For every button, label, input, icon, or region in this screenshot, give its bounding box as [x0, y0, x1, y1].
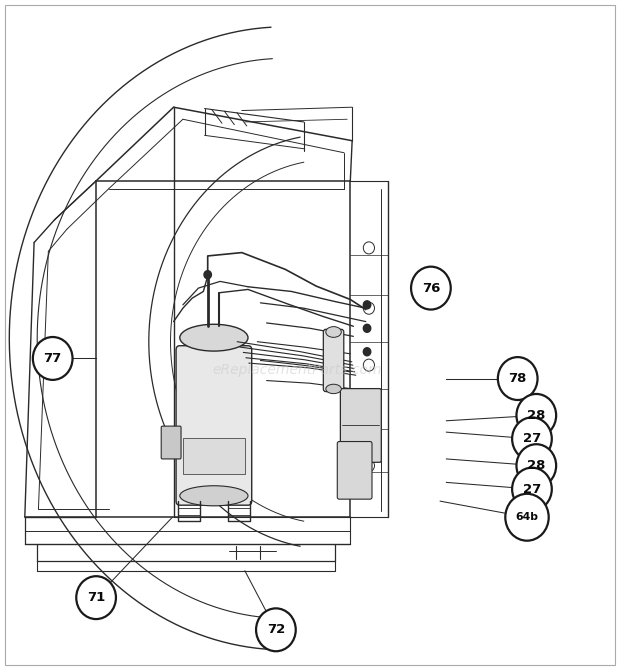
Circle shape	[363, 301, 371, 309]
FancyBboxPatch shape	[337, 442, 372, 499]
Text: 28: 28	[527, 459, 546, 472]
Circle shape	[33, 337, 73, 380]
Ellipse shape	[180, 324, 248, 351]
Text: eReplacementParts.com: eReplacementParts.com	[213, 363, 383, 377]
FancyBboxPatch shape	[176, 346, 252, 505]
Circle shape	[512, 417, 552, 460]
Circle shape	[498, 357, 538, 400]
Circle shape	[204, 391, 211, 399]
Circle shape	[76, 576, 116, 619]
Circle shape	[516, 444, 556, 487]
Circle shape	[363, 348, 371, 356]
Circle shape	[516, 394, 556, 437]
FancyBboxPatch shape	[340, 389, 381, 462]
Circle shape	[256, 608, 296, 651]
Text: 78: 78	[508, 372, 527, 385]
FancyBboxPatch shape	[324, 329, 344, 391]
Circle shape	[204, 331, 211, 339]
Circle shape	[505, 494, 549, 541]
Text: 64b: 64b	[515, 513, 539, 522]
Text: 72: 72	[267, 623, 285, 636]
Circle shape	[411, 267, 451, 310]
Ellipse shape	[326, 326, 341, 337]
FancyBboxPatch shape	[183, 438, 245, 474]
Circle shape	[512, 468, 552, 511]
Circle shape	[204, 271, 211, 279]
Ellipse shape	[326, 384, 341, 393]
Circle shape	[363, 324, 371, 332]
Text: 76: 76	[422, 281, 440, 295]
Text: 71: 71	[87, 591, 105, 604]
Text: 28: 28	[527, 409, 546, 422]
Ellipse shape	[180, 486, 248, 506]
Text: 77: 77	[43, 352, 62, 365]
FancyBboxPatch shape	[161, 426, 181, 459]
Text: 27: 27	[523, 432, 541, 446]
Text: 27: 27	[523, 482, 541, 496]
